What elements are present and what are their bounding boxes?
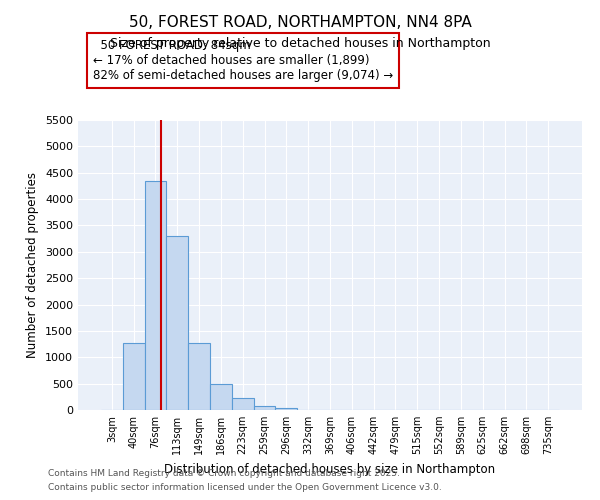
Text: Contains HM Land Registry data © Crown copyright and database right 2025.: Contains HM Land Registry data © Crown c… bbox=[48, 468, 400, 477]
Bar bbox=[275, 408, 297, 410]
Text: 50 FOREST ROAD: 84sqm
← 17% of detached houses are smaller (1,899)
82% of semi-d: 50 FOREST ROAD: 84sqm ← 17% of detached … bbox=[93, 39, 394, 82]
Y-axis label: Number of detached properties: Number of detached properties bbox=[26, 172, 40, 358]
X-axis label: Distribution of detached houses by size in Northampton: Distribution of detached houses by size … bbox=[164, 462, 496, 475]
Bar bbox=[166, 236, 188, 410]
Bar bbox=[254, 406, 275, 410]
Text: 50, FOREST ROAD, NORTHAMPTON, NN4 8PA: 50, FOREST ROAD, NORTHAMPTON, NN4 8PA bbox=[128, 15, 472, 30]
Bar bbox=[210, 384, 232, 410]
Text: Contains public sector information licensed under the Open Government Licence v3: Contains public sector information licen… bbox=[48, 484, 442, 492]
Bar bbox=[145, 180, 166, 410]
Bar bbox=[188, 342, 210, 410]
Bar bbox=[123, 343, 145, 410]
Text: Size of property relative to detached houses in Northampton: Size of property relative to detached ho… bbox=[110, 38, 490, 51]
Bar bbox=[232, 398, 254, 410]
